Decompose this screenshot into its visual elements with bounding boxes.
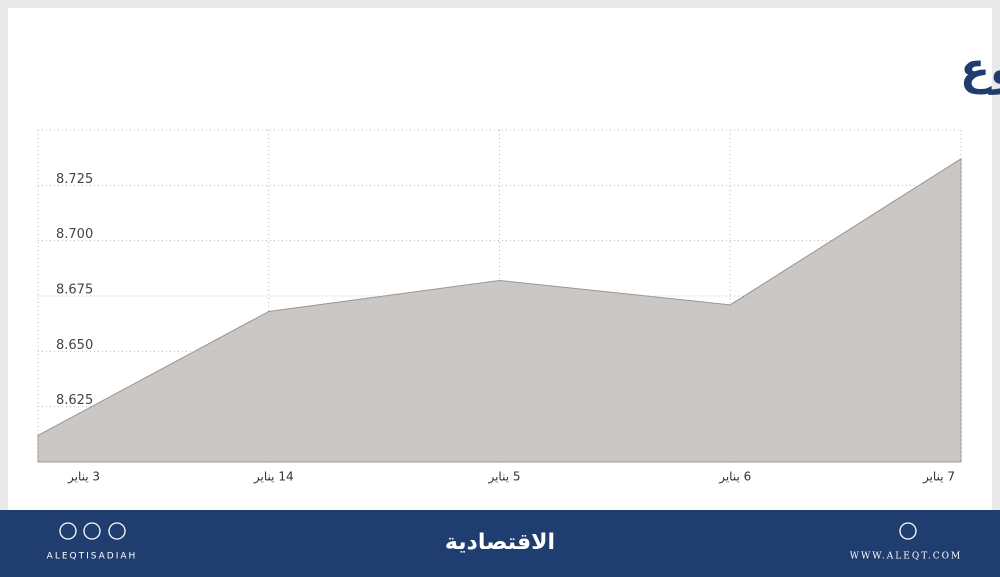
x-tick-label: 3 يناير — [67, 470, 100, 485]
plot: 8.625 8.650 8.675 8.700 8.725 3 يناير 14 يناير… — [37, 129, 962, 485]
icon-facebook — [83, 522, 101, 540]
footer-social: ALEQTISADIAH — [47, 552, 138, 562]
icon-twitter — [108, 522, 126, 540]
x-tick-label: 14 يناير — [253, 470, 294, 485]
x-tick-label: 5 يناير — [487, 470, 520, 485]
footer-bar — [0, 510, 1000, 577]
chart-title: المؤشر في أسبوع — [960, 40, 1000, 95]
y-tick-label: 8.625 — [56, 393, 93, 408]
y-tick-label: 8.725 — [56, 172, 93, 187]
y-tick-label: 8.650 — [56, 338, 93, 353]
footer-website: WWW.ALEQT.COM — [850, 552, 962, 562]
y-tick-label: 8.700 — [56, 227, 93, 242]
y-tick-label: 8.675 — [56, 283, 93, 298]
social-icons — [59, 522, 917, 540]
icon-web — [899, 522, 917, 540]
x-tick-label: 7 يناير — [922, 470, 955, 485]
x-tick-label: 6 يناير — [718, 470, 751, 485]
icon-instagram — [59, 522, 77, 540]
footer-brand: الاقتصادية — [445, 530, 555, 555]
